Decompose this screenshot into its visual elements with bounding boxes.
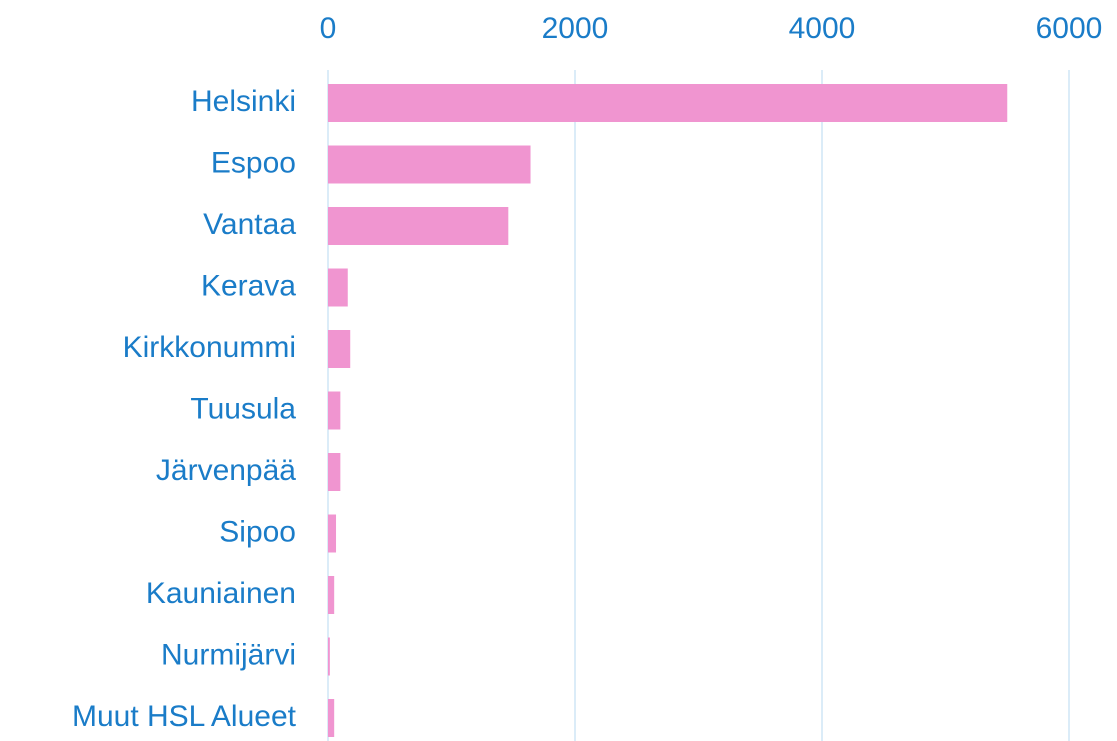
y-tick-label: Kauniainen: [146, 577, 296, 610]
y-tick-label: Vantaa: [203, 208, 296, 241]
y-tick-label: Helsinki: [191, 85, 296, 118]
y-tick-label: Järvenpää: [156, 454, 296, 487]
bar: [328, 391, 341, 430]
bar: [328, 207, 509, 245]
bar: [328, 453, 341, 491]
x-tick-label: 4000: [789, 12, 856, 45]
bar: [328, 84, 1008, 122]
y-tick-label: Tuusula: [190, 392, 296, 425]
bar: [328, 699, 335, 737]
bar: [328, 330, 351, 368]
bar: [328, 268, 348, 307]
y-tick-label: Nurmijärvi: [161, 638, 296, 671]
x-tick-label: 2000: [542, 12, 609, 45]
x-tick-label: 6000: [1036, 12, 1103, 45]
bar: [328, 514, 337, 553]
bar: [328, 145, 531, 184]
y-tick-label: Sipoo: [219, 515, 296, 548]
x-tick-label: 0: [320, 12, 337, 45]
bar: [328, 637, 330, 676]
y-tick-label: Kerava: [201, 269, 296, 302]
y-tick-label: Kirkkonummi: [123, 331, 296, 364]
bar: [328, 576, 335, 614]
y-tick-label: Espoo: [211, 146, 296, 179]
y-tick-label: Muut HSL Alueet: [72, 700, 297, 733]
